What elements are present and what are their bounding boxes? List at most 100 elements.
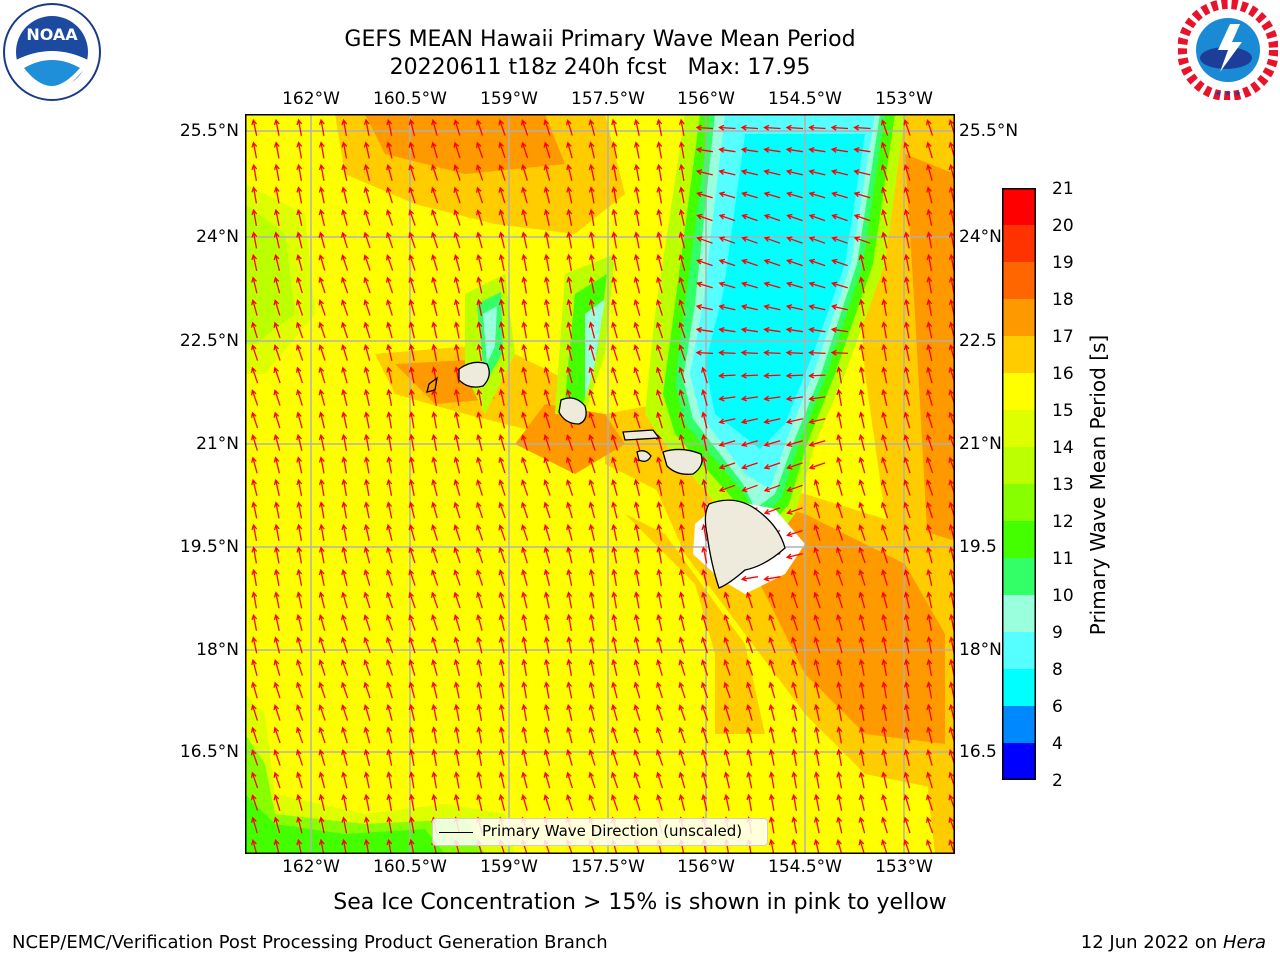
wave-arrow	[718, 395, 736, 402]
wave-arrow	[808, 462, 826, 470]
wave-arrow	[858, 388, 865, 406]
wave-arrow	[655, 704, 664, 721]
wave-arrow	[926, 141, 933, 159]
wave-arrow	[610, 366, 619, 384]
wave-arrow	[723, 704, 731, 721]
wave-arrow	[655, 389, 664, 406]
map-panel	[245, 114, 956, 857]
wave-arrow	[678, 208, 685, 226]
wave-arrow	[250, 749, 259, 766]
wave-arrow	[543, 208, 550, 226]
wave-arrow	[903, 298, 910, 317]
wave-arrow	[273, 411, 281, 429]
wave-arrow	[718, 191, 736, 199]
lon-tick-bottom: 154.5°W	[768, 857, 842, 877]
wave-arrow	[341, 816, 348, 834]
wave-arrow	[903, 591, 910, 609]
wave-arrow	[678, 253, 686, 271]
wave-arrow	[740, 575, 759, 582]
wave-arrow	[831, 258, 848, 267]
wave-arrow	[588, 501, 596, 519]
wave-arrow	[453, 164, 461, 181]
wave-arrow	[273, 681, 281, 699]
wave-arrow	[746, 726, 753, 744]
lat-tick-right: 18°N	[959, 640, 1002, 660]
niihau-island	[426, 376, 438, 393]
colorbar-swatch	[1002, 484, 1036, 522]
wave-arrow	[718, 124, 736, 131]
wave-arrow	[521, 546, 528, 564]
wave-arrow	[610, 749, 619, 766]
wave-arrow	[763, 236, 781, 244]
wave-arrow	[948, 253, 955, 272]
wave-arrow	[476, 614, 483, 631]
wave-arrow	[273, 366, 281, 384]
wave-arrow	[858, 456, 866, 474]
wave-arrow	[791, 681, 798, 699]
wave-arrow	[858, 681, 865, 699]
wave-arrow	[363, 659, 371, 676]
wave-arrow	[386, 141, 393, 159]
wave-arrow	[926, 749, 933, 766]
wave-arrow	[718, 462, 736, 470]
colorbar-tick: 6	[1052, 697, 1063, 717]
wave-arrow	[318, 726, 326, 744]
colorbar-label: Primary Wave Mean Period [s]	[1086, 334, 1110, 636]
wave-arrow	[251, 298, 258, 316]
wave-arrow	[695, 304, 713, 311]
wave-arrow	[656, 163, 663, 182]
wave-arrow	[386, 816, 393, 834]
wave-arrow	[723, 771, 730, 789]
wave-arrow	[363, 321, 371, 339]
wave-arrow	[723, 681, 731, 699]
wave-arrow	[678, 636, 686, 654]
wave-arrow	[881, 209, 888, 226]
wave-arrow	[453, 411, 460, 429]
wave-arrow	[808, 418, 826, 425]
wave-arrow	[903, 816, 911, 834]
wave-arrow	[858, 748, 865, 767]
wave-arrow	[785, 281, 803, 289]
wave-arrow	[318, 568, 325, 586]
wave-arrow	[565, 771, 574, 789]
wave-arrow	[453, 366, 460, 384]
wave-arrow	[925, 119, 934, 136]
wave-arrow	[926, 568, 933, 586]
wave-arrow	[633, 591, 640, 609]
lat-tick-right: 22.5	[959, 331, 997, 351]
wave-arrow	[588, 794, 596, 811]
wave-arrow	[363, 141, 370, 159]
wave-arrow	[363, 254, 371, 271]
wave-arrow	[655, 299, 664, 316]
wave-arrow	[813, 569, 821, 586]
wave-arrow	[723, 636, 731, 654]
wave-arrow	[341, 186, 348, 204]
wave-arrow	[881, 771, 888, 789]
lon-tick-top: 154.5°W	[768, 89, 842, 109]
wave-arrow	[476, 253, 483, 271]
lat-tick-right: 19.5	[959, 537, 997, 557]
wave-arrow	[718, 304, 736, 311]
wave-arrow	[611, 141, 618, 159]
wave-arrow	[430, 546, 439, 564]
wave-arrow	[610, 389, 619, 406]
wave-arrow	[633, 118, 640, 136]
wave-arrow	[768, 614, 776, 631]
wave-arrow	[678, 568, 685, 586]
wave-arrow	[881, 816, 888, 834]
wave-arrow	[768, 816, 775, 834]
wave-arrow	[431, 726, 438, 744]
wave-arrow	[340, 659, 349, 676]
wave-arrow	[858, 546, 866, 564]
svg-text:★ ★ ★: ★ ★ ★	[1215, 89, 1242, 98]
wave-arrow	[926, 343, 933, 361]
wave-arrow	[740, 418, 758, 425]
wave-arrow	[763, 484, 781, 493]
wave-arrow	[836, 658, 843, 676]
wave-arrow	[633, 231, 640, 249]
colorbar-frame	[1002, 188, 1036, 780]
wave-arrow	[836, 613, 843, 631]
wave-arrow	[926, 253, 933, 272]
wave-arrow	[903, 748, 910, 766]
wave-arrow	[273, 276, 281, 294]
